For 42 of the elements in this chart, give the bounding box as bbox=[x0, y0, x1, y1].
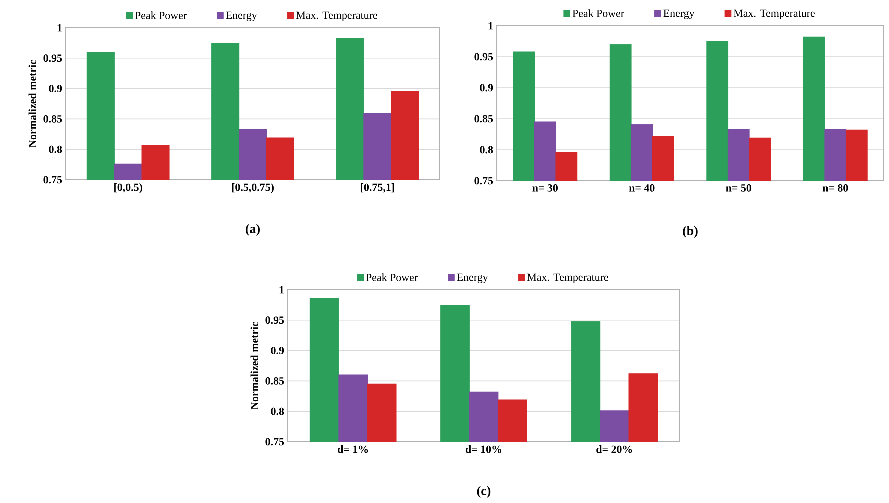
y-axis-title: Normalized metric bbox=[28, 60, 36, 148]
y-tick-label: 1 bbox=[58, 24, 62, 32]
text: (c) bbox=[477, 486, 491, 498]
text: (b) bbox=[683, 226, 698, 238]
y-tick-label: 0.9 bbox=[49, 85, 62, 93]
y-tick-label: 0.75 bbox=[44, 176, 62, 184]
legend-label: Energy bbox=[457, 274, 488, 284]
x-tick-label: n= 40 bbox=[629, 184, 655, 192]
y-tick-label: 0.75 bbox=[474, 177, 494, 185]
y-tick-label: 0.85 bbox=[266, 377, 284, 385]
y-tick-label: 0.95 bbox=[44, 54, 62, 62]
x-tick-label: n= 50 bbox=[726, 184, 752, 192]
y-tick-label: 0.8 bbox=[49, 146, 62, 154]
y-tick-label: 0.8 bbox=[271, 408, 284, 416]
y-tick-label: 0.85 bbox=[44, 115, 62, 123]
x-tick-label: d= 1% bbox=[338, 446, 368, 454]
legend-label: Max. Temperature bbox=[734, 10, 815, 20]
legend-label: Energy bbox=[664, 10, 695, 20]
x-tick-label: [0.75,1] bbox=[361, 184, 394, 193]
x-tick-label: d= 20% bbox=[596, 446, 632, 454]
x-tick-label: [0,0.5) bbox=[114, 184, 142, 194]
legend-label: Max. Temperature bbox=[296, 12, 378, 22]
legend-label: Peak Power bbox=[135, 12, 187, 20]
y-tick-label: 0.9 bbox=[271, 347, 284, 355]
x-tick-label: d= 10% bbox=[466, 446, 502, 454]
y-axis-title: Normalized metric bbox=[250, 322, 258, 410]
y-tick-label: 0.95 bbox=[474, 53, 494, 61]
y-tick-label: 0.85 bbox=[474, 115, 494, 123]
legend-label: Peak Power bbox=[366, 274, 418, 282]
text: (a) bbox=[246, 224, 260, 236]
y-tick-label: 0.8 bbox=[480, 146, 494, 154]
y-tick-label: 1 bbox=[488, 22, 493, 30]
x-tick-label: [0.5,0.75) bbox=[232, 184, 274, 194]
x-tick-label: n= 30 bbox=[532, 184, 558, 192]
legend-label: Energy bbox=[226, 12, 258, 22]
x-tick-label: n= 80 bbox=[822, 184, 848, 192]
y-tick-label: 1 bbox=[280, 286, 284, 294]
y-tick-label: 0.95 bbox=[266, 316, 284, 324]
legend-label: Peak Power bbox=[572, 10, 624, 18]
legend-label: Max. Temperature bbox=[527, 274, 608, 284]
y-tick-label: 0.9 bbox=[480, 84, 494, 92]
y-tick-label: 0.75 bbox=[266, 438, 284, 446]
